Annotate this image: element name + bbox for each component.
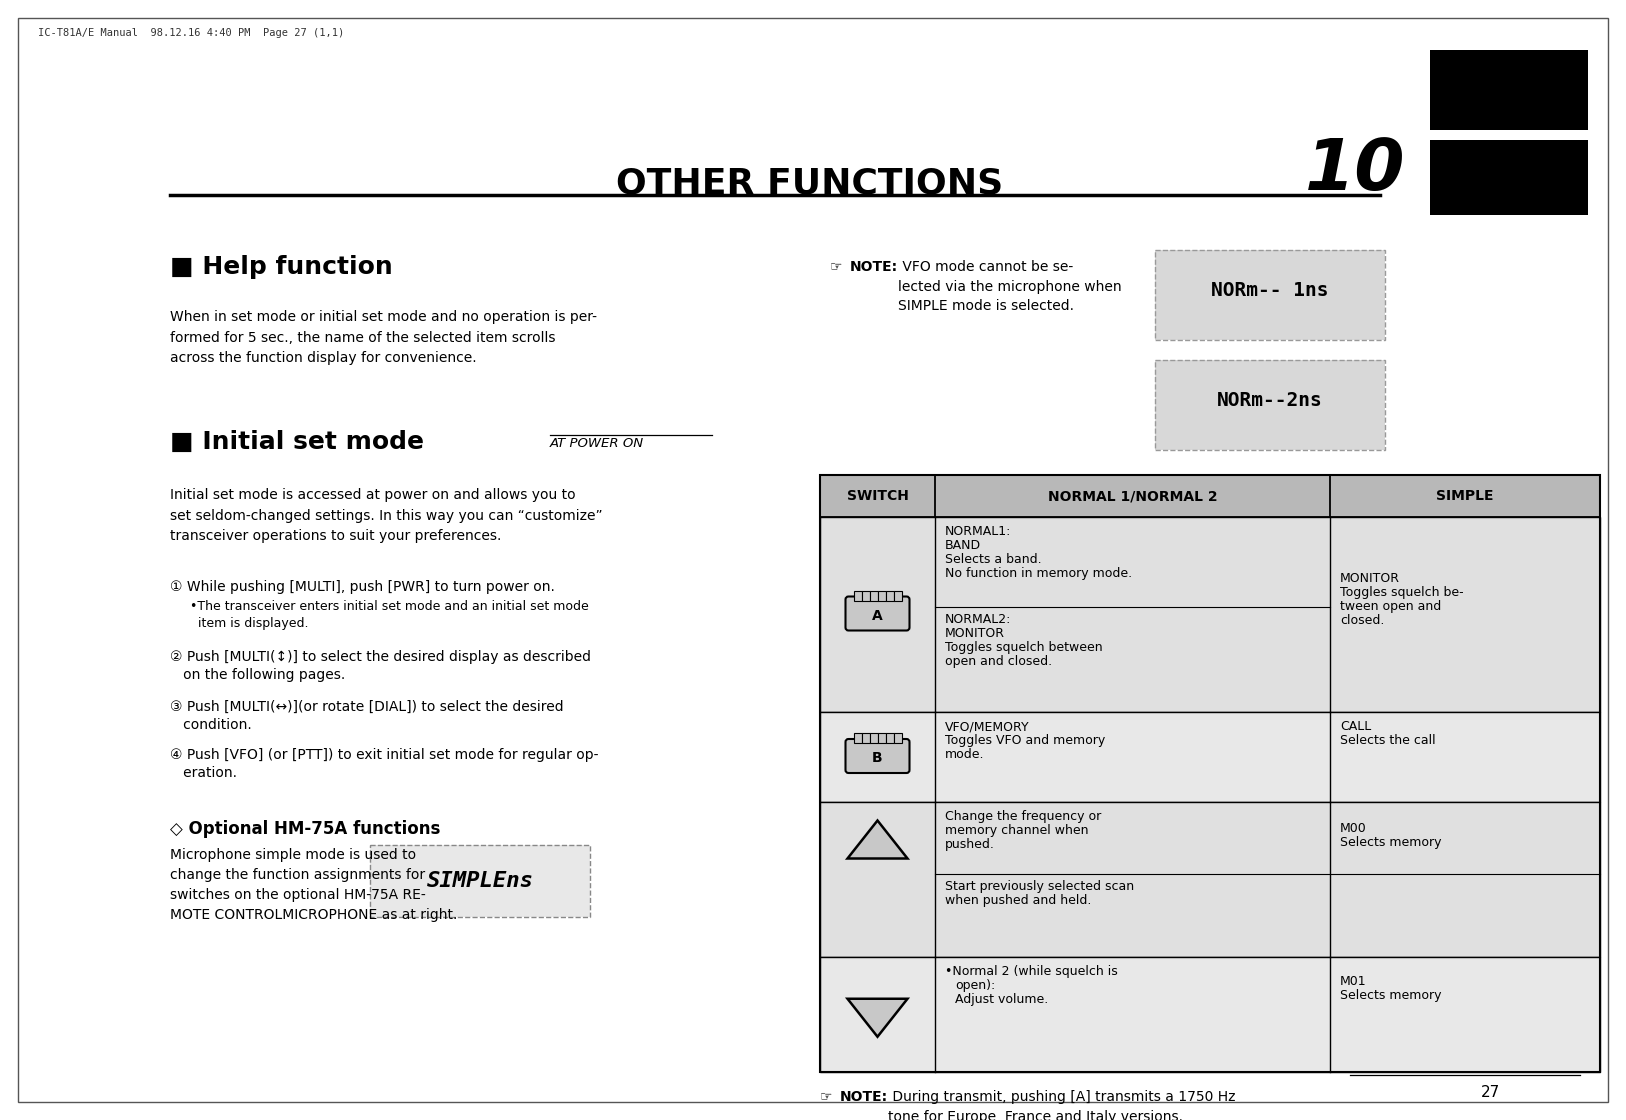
Text: Change the frequency or: Change the frequency or	[945, 810, 1101, 823]
Bar	[870, 590, 878, 600]
Text: NORm--2ns: NORm--2ns	[1218, 391, 1324, 410]
Bar	[820, 517, 1600, 712]
Text: SWITCH: SWITCH	[847, 489, 909, 503]
Text: NOTE:: NOTE:	[841, 1090, 888, 1104]
Text: CALL: CALL	[1340, 720, 1371, 732]
Text: ① While pushing [MULTI], push [PWR] to turn power on.: ① While pushing [MULTI], push [PWR] to t…	[171, 580, 554, 594]
Text: No function in memory mode.: No function in memory mode.	[945, 567, 1132, 580]
Text: A: A	[872, 608, 883, 623]
Text: 27: 27	[1480, 1085, 1499, 1100]
Text: ◇ Optional HM-75A functions: ◇ Optional HM-75A functions	[171, 820, 441, 838]
Bar	[886, 590, 894, 600]
Bar	[854, 732, 862, 743]
Text: open):: open):	[954, 979, 995, 992]
Bar	[1154, 250, 1385, 340]
Text: M00: M00	[1340, 822, 1367, 836]
Text: open and closed.: open and closed.	[945, 655, 1052, 668]
Text: •The transceiver enters initial set mode and an initial set mode
  item is displ: •The transceiver enters initial set mode…	[190, 600, 589, 629]
Text: ④ Push [VFO] (or [PTT]) to exit initial set mode for regular op-
   eration.: ④ Push [VFO] (or [PTT]) to exit initial …	[171, 748, 598, 781]
Bar	[820, 802, 1600, 956]
Text: NOTE:: NOTE:	[850, 260, 898, 274]
Text: IC-T81A/E Manual  98.12.16 4:40 PM  Page 27 (1,1): IC-T81A/E Manual 98.12.16 4:40 PM Page 2…	[37, 28, 345, 38]
Polygon shape	[847, 999, 907, 1037]
Bar	[894, 590, 901, 600]
Text: Toggles squelch be-: Toggles squelch be-	[1340, 586, 1463, 599]
Bar	[820, 712, 1600, 802]
Bar	[1154, 250, 1385, 340]
Bar	[854, 590, 862, 600]
Text: AT POWER ON: AT POWER ON	[550, 437, 644, 450]
Text: ■ Help function: ■ Help function	[171, 255, 393, 279]
Bar	[820, 712, 1600, 802]
Text: VFO mode cannot be se-
lected via the microphone when
SIMPLE mode is selected.: VFO mode cannot be se- lected via the mi…	[898, 260, 1122, 312]
Text: Initial set mode is accessed at power on and allows you to
set seldom-changed se: Initial set mode is accessed at power on…	[171, 488, 603, 543]
Text: Microphone simple mode is used to
change the function assignments for
switches o: Microphone simple mode is used to change…	[171, 848, 457, 922]
Text: ■ Initial set mode: ■ Initial set mode	[171, 430, 424, 454]
Text: ☞: ☞	[829, 260, 847, 274]
Text: closed.: closed.	[1340, 614, 1384, 627]
Text: Selects memory: Selects memory	[1340, 989, 1442, 1002]
Text: BAND: BAND	[945, 539, 980, 552]
Bar	[820, 956, 1600, 1072]
FancyBboxPatch shape	[846, 739, 909, 773]
Polygon shape	[847, 821, 907, 859]
Text: when pushed and held.: when pushed and held.	[945, 894, 1091, 907]
Bar	[820, 475, 1600, 517]
Text: Selects the call: Selects the call	[1340, 734, 1436, 747]
Text: •Normal 2 (while squelch is: •Normal 2 (while squelch is	[945, 965, 1117, 978]
Bar	[1154, 360, 1385, 450]
Text: NORm-- 1ns: NORm-- 1ns	[1211, 280, 1328, 299]
Text: Toggles VFO and memory: Toggles VFO and memory	[945, 734, 1106, 747]
Bar	[870, 732, 878, 743]
Text: NORMAL1:: NORMAL1:	[945, 525, 1011, 538]
Text: ② Push [MULTI(↕)] to select the desired display as described
   on the following: ② Push [MULTI(↕)] to select the desired …	[171, 650, 590, 682]
Text: B: B	[872, 752, 883, 765]
Bar	[886, 732, 894, 743]
Text: VFO/MEMORY: VFO/MEMORY	[945, 720, 1029, 732]
Text: ③ Push [MULTI(↔)](or rotate [DIAL]) to select the desired
   condition.: ③ Push [MULTI(↔)](or rotate [DIAL]) to s…	[171, 700, 564, 732]
Text: NORMAL 1/NORMAL 2: NORMAL 1/NORMAL 2	[1047, 489, 1218, 503]
Text: 10: 10	[1304, 136, 1405, 205]
Text: MONITOR: MONITOR	[945, 627, 1005, 640]
Text: Toggles squelch between: Toggles squelch between	[945, 641, 1102, 654]
Text: tween open and: tween open and	[1340, 600, 1441, 613]
Text: M01: M01	[1340, 976, 1366, 988]
Bar	[1429, 140, 1589, 215]
Bar	[820, 802, 1600, 956]
Bar	[1429, 50, 1589, 130]
Text: Adjust volume.: Adjust volume.	[954, 993, 1049, 1006]
Bar	[371, 844, 590, 917]
Text: Selects a band.: Selects a band.	[945, 553, 1042, 566]
Text: NORMAL2:: NORMAL2:	[945, 613, 1011, 626]
Bar	[820, 956, 1600, 1072]
Bar	[894, 732, 901, 743]
Bar	[371, 844, 590, 917]
Text: SIMPLEns: SIMPLEns	[426, 871, 533, 892]
Bar	[820, 517, 1600, 712]
Bar	[878, 590, 886, 600]
Bar	[1154, 360, 1385, 450]
Bar	[820, 475, 1600, 517]
Text: Start previously selected scan: Start previously selected scan	[945, 880, 1133, 893]
Text: pushed.: pushed.	[945, 838, 995, 851]
Text: memory channel when: memory channel when	[945, 824, 1088, 837]
FancyBboxPatch shape	[846, 597, 909, 631]
Text: When in set mode or initial set mode and no operation is per-
formed for 5 sec.,: When in set mode or initial set mode and…	[171, 310, 597, 365]
Bar	[862, 732, 870, 743]
Text: ☞: ☞	[820, 1090, 837, 1104]
Bar	[820, 475, 1600, 1072]
Bar	[862, 590, 870, 600]
Text: Selects memory: Selects memory	[1340, 836, 1442, 849]
Text: During transmit, pushing [A] transmits a 1750 Hz
tone for Europe, France and Ita: During transmit, pushing [A] transmits a…	[888, 1090, 1236, 1120]
Bar	[878, 732, 886, 743]
Text: OTHER FUNCTIONS: OTHER FUNCTIONS	[616, 166, 1003, 200]
Text: SIMPLE: SIMPLE	[1436, 489, 1494, 503]
Text: mode.: mode.	[945, 748, 984, 760]
Text: MONITOR: MONITOR	[1340, 572, 1400, 585]
